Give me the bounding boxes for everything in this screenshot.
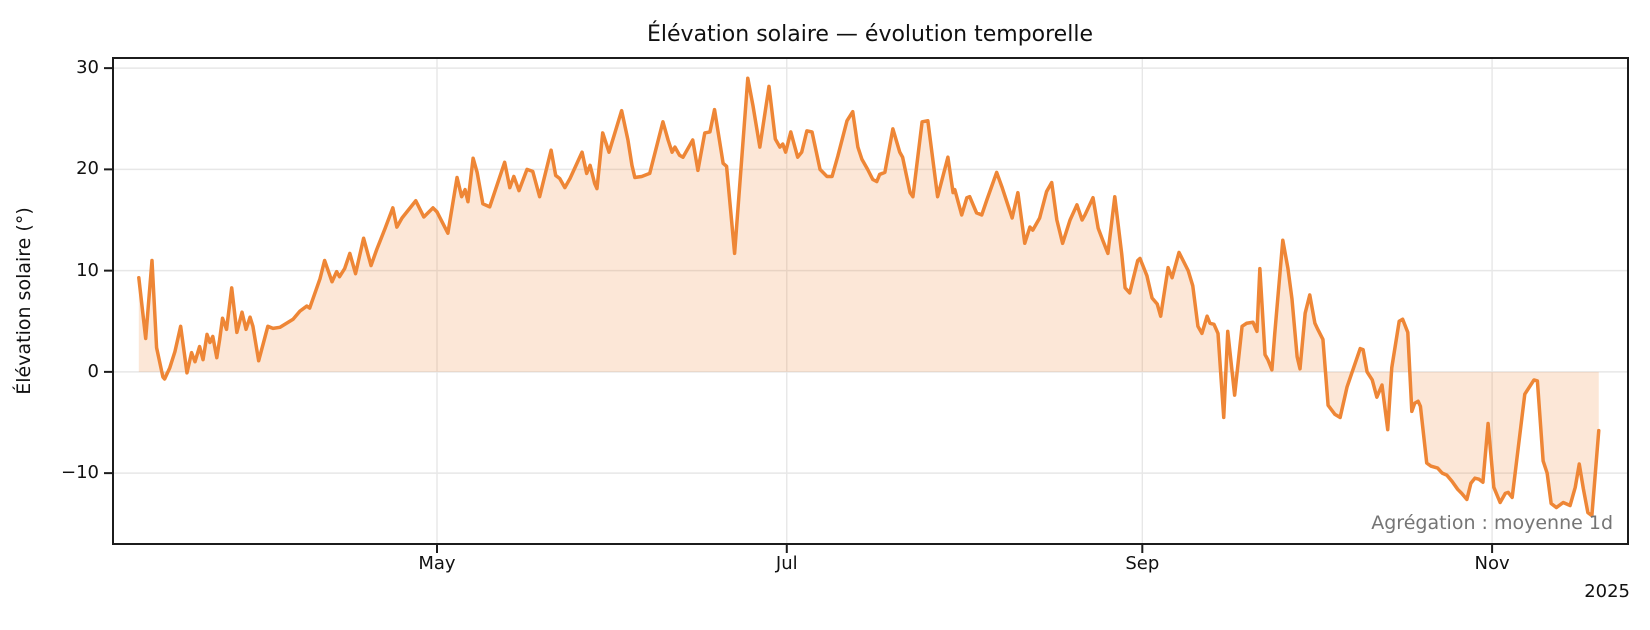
series-line <box>137 76 1601 518</box>
tick-marks <box>104 67 1494 553</box>
area-fill <box>138 78 1599 516</box>
x-tick-label: Jul <box>775 553 798 574</box>
y-tick-label: 10 <box>76 259 99 281</box>
chart-title: Élévation solaire — évolution temporelle <box>647 22 1093 47</box>
aggregation-annotation: Agrégation : moyenne 1d <box>1371 512 1613 534</box>
grid-lines <box>113 58 1628 544</box>
y-tick-label: 20 <box>76 158 99 180</box>
y-tick-label: 30 <box>76 57 99 79</box>
y-tick-label: 0 <box>87 360 99 382</box>
x-tick-label: May <box>418 553 456 574</box>
x-tick-label: Sep <box>1125 553 1160 574</box>
x-tick-label: Nov <box>1474 553 1510 574</box>
y-tick-label: −10 <box>61 462 99 484</box>
x-axis-year-label: 2025 <box>1584 581 1630 602</box>
axes-frame <box>112 57 1629 545</box>
